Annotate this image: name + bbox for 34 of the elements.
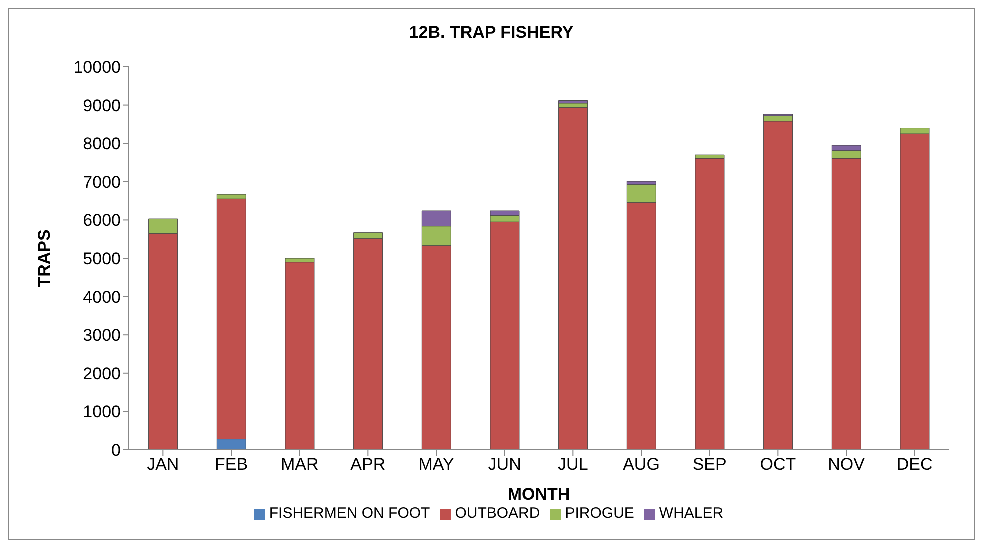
y-tick-label: 0: [112, 441, 121, 460]
legend-label: OUTBOARD: [455, 505, 540, 522]
x-tick-label: JAN: [147, 455, 180, 474]
y-tick-label: 9000: [83, 96, 121, 116]
y-tick-label: 8000: [83, 134, 121, 154]
x-tick-label: SEP: [692, 455, 727, 474]
x-tick-label: DEC: [896, 455, 933, 474]
x-tick-label: JUN: [488, 455, 522, 474]
y-tick-label: 5000: [83, 250, 121, 269]
x-tick-label: NOV: [828, 455, 866, 474]
y-tick-label: 3000: [83, 326, 121, 346]
y-axis-title: TRAPS: [35, 230, 54, 288]
y-tick-label: 6000: [83, 211, 121, 230]
y-tick-label: 1000: [83, 402, 121, 422]
bar: [558, 107, 588, 450]
bar: [285, 262, 315, 450]
x-tick-label: FEB: [214, 455, 248, 474]
y-tick-label: 10000: [74, 58, 121, 78]
chart-title: 12B. TRAP FISHERY: [408, 23, 575, 44]
x-axis-title: MONTH: [508, 485, 570, 504]
x-tick-label: MAR: [280, 455, 319, 474]
x-tick-label: APR: [350, 455, 386, 474]
legend-label: WHALER: [659, 505, 724, 522]
legend-label: FISHERMEN ON FOOT: [269, 505, 430, 522]
y-tick-label: 2000: [83, 364, 121, 384]
x-tick-label: OCT: [760, 455, 796, 474]
bar: [695, 158, 725, 450]
x-tick-label: JUL: [558, 455, 588, 474]
legend-label: PIROGUE: [565, 505, 634, 522]
x-tick-label: MAY: [418, 455, 454, 474]
x-tick-label: AUG: [623, 455, 660, 474]
y-tick-label: 4000: [83, 288, 121, 307]
bar: [558, 100, 588, 104]
y-tick-label: 7000: [83, 172, 121, 192]
